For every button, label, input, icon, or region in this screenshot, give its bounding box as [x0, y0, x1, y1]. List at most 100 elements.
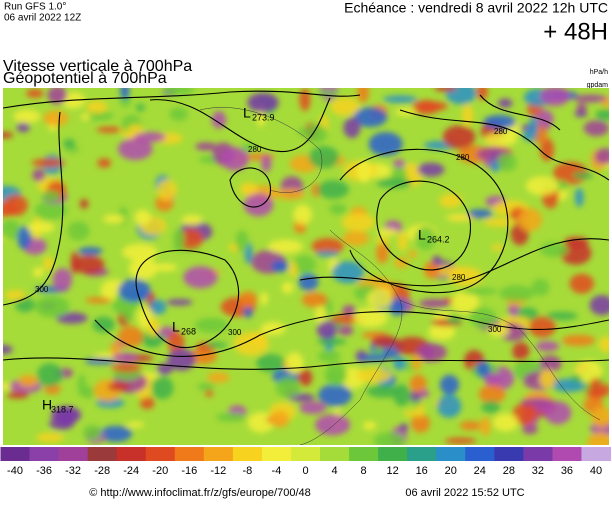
center-type: H: [42, 397, 52, 413]
colorbar-tick-label: 28: [503, 465, 515, 477]
colorbar-cell: [407, 447, 437, 461]
field-blob: [128, 257, 158, 280]
colorbar-cell: [0, 447, 31, 461]
field-blob: [18, 374, 39, 388]
field-blob: [318, 383, 352, 407]
colorbar-tick-label: -40: [7, 465, 23, 477]
field-blob: [397, 231, 408, 252]
field-blob: [574, 110, 588, 118]
field-blob: [432, 255, 442, 265]
field-blob: [167, 348, 196, 371]
colorbar-cell: [581, 447, 612, 461]
contour-label: 300: [488, 325, 502, 334]
contour-label: 280: [456, 153, 470, 162]
field-blob: [3, 131, 14, 139]
field-blob: [598, 336, 609, 353]
field-blob: [117, 326, 144, 348]
field-blob: [166, 299, 193, 306]
field-blob: [528, 115, 538, 138]
field-blob: [512, 403, 537, 426]
field-blob: [305, 124, 328, 144]
field-blob: [118, 278, 151, 303]
field-blob: [220, 147, 249, 171]
field-blob: [72, 255, 105, 274]
field-blob: [243, 306, 253, 318]
field-blob: [79, 198, 89, 209]
field-blob: [462, 287, 499, 295]
colorbar-cell: [261, 447, 292, 461]
field-blob: [52, 268, 73, 292]
field-blob: [156, 363, 173, 375]
field-blob: [411, 354, 422, 372]
field-blob: [181, 214, 203, 226]
source: © http://www.infoclimat.fr/z/gfs/europe/…: [89, 487, 311, 499]
run-label: Run GFS 1.0°: [4, 2, 66, 13]
field-blob: [293, 204, 312, 225]
colorbar-tick-label: -20: [152, 465, 168, 477]
field-blob: [499, 285, 535, 302]
field-blob: [239, 182, 258, 197]
field-blob: [122, 310, 134, 322]
field-blob: [337, 325, 354, 336]
field-blob: [3, 219, 21, 240]
center-type: L: [243, 105, 251, 121]
field-blob: [483, 114, 517, 130]
field-blob: [31, 158, 65, 168]
field-blob: [26, 88, 44, 98]
field-blob: [4, 289, 26, 301]
field-blob: [574, 360, 603, 383]
field-blob: [42, 110, 69, 126]
field-blob: [376, 242, 389, 264]
field-blob: [481, 400, 501, 414]
field-blob: [13, 109, 41, 124]
field-blob: [569, 273, 594, 294]
field-blob: [78, 246, 103, 256]
field-blob: [36, 432, 65, 443]
field-blob: [32, 267, 45, 278]
colorbar-cell: [29, 447, 60, 461]
field-blob: [308, 146, 340, 169]
field-blob: [491, 244, 504, 251]
colorbar-tick-label: -24: [123, 465, 139, 477]
field-blob: [392, 159, 406, 168]
field-blob: [434, 88, 457, 92]
field-blob: [467, 209, 493, 219]
field-blob: [442, 125, 476, 149]
field-blob: [298, 273, 319, 291]
field-blob: [243, 193, 274, 217]
field-blob: [461, 104, 474, 127]
colorbar-cell: [494, 447, 524, 461]
field-blob: [133, 131, 166, 143]
field-blob: [512, 342, 530, 361]
field-blob: [535, 341, 560, 352]
field-blob: [270, 410, 290, 428]
colorbar-tick-label: -16: [181, 465, 197, 477]
field-blob: [211, 111, 227, 129]
field-blob: [15, 297, 35, 313]
field-blob: [572, 171, 594, 180]
colorbar-cell: [349, 447, 379, 461]
field-blob: [560, 241, 592, 265]
field-blob: [126, 421, 145, 428]
field-blobs: [3, 88, 609, 445]
field-blob: [317, 180, 349, 199]
colorbar-tick-label: 40: [590, 465, 602, 477]
field-blob: [92, 316, 115, 333]
field-blob: [589, 294, 609, 316]
field-blob: [439, 374, 460, 395]
field-blob: [417, 162, 445, 177]
contour-label: 280: [494, 127, 508, 136]
field-blob: [393, 356, 406, 371]
field-blob: [528, 316, 556, 338]
field-blob: [343, 117, 361, 139]
field-blob: [261, 154, 272, 173]
field-blob: [134, 209, 152, 226]
center-value: 268: [181, 326, 196, 336]
field-blob: [320, 88, 338, 101]
field-blob: [437, 394, 462, 418]
field-blob: [522, 424, 538, 435]
field-blob: [36, 363, 63, 387]
field-blob: [301, 292, 328, 308]
timestamp: 06 avril 2022 15:52 UTC: [405, 487, 524, 499]
field-blob: [404, 410, 418, 417]
